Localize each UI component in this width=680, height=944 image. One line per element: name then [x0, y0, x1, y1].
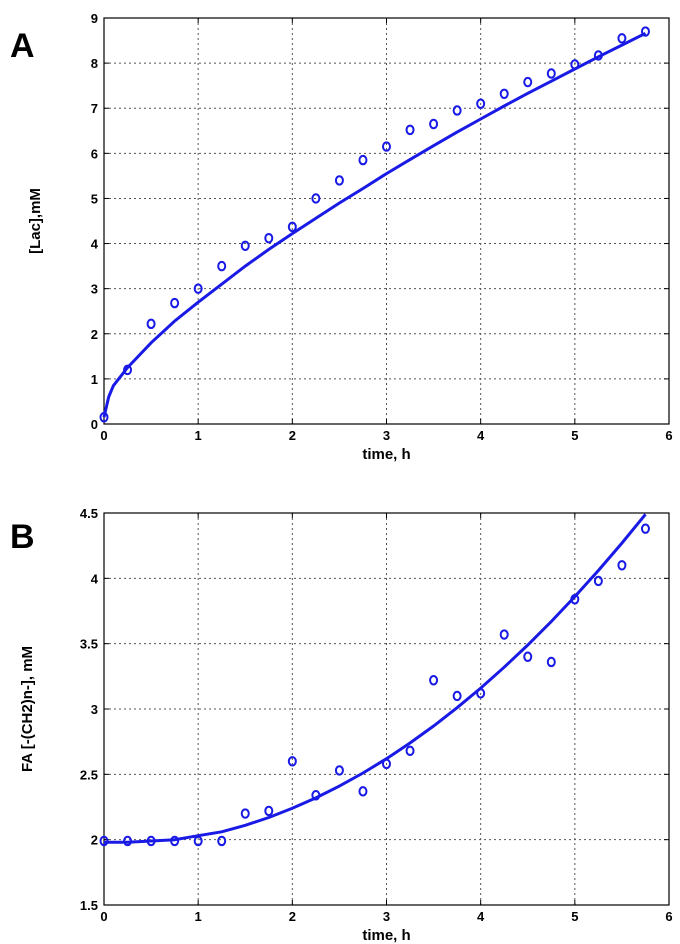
x-tick-label: 1: [195, 909, 202, 924]
y-tick-label: 4.5: [80, 506, 98, 521]
data-point: [287, 756, 297, 767]
data-point: [452, 105, 462, 116]
y-tick-label: 3: [91, 702, 98, 717]
data-point: [382, 141, 391, 152]
x-axis-label: time, h: [362, 927, 410, 944]
data-point: [546, 656, 556, 668]
data-point: [452, 690, 462, 702]
y-axis-label: [Lac],mM: [27, 188, 44, 254]
x-tick-label: 0: [100, 428, 107, 443]
data-point: [240, 808, 250, 819]
y-tick-label: 7: [91, 101, 98, 116]
data-point: [334, 765, 344, 776]
data-point: [170, 297, 180, 309]
panel-letter: B: [10, 518, 35, 556]
x-tick-label: 5: [571, 428, 578, 443]
data-point: [264, 232, 274, 244]
data-point: [429, 118, 439, 130]
data-point: [217, 260, 227, 272]
y-tick-label: 4: [91, 237, 99, 252]
plot-frame: [103, 17, 670, 425]
y-tick-label: 2: [91, 327, 98, 342]
y-tick-label: 1: [91, 372, 98, 387]
y-tick-label: 1.5: [80, 898, 98, 913]
data-point: [617, 33, 627, 44]
data-point: [193, 283, 203, 294]
x-tick-label: 2: [289, 428, 296, 443]
y-tick-label: 3: [91, 282, 98, 297]
data-point: [405, 124, 415, 136]
panel-letter: A: [10, 27, 35, 65]
fit-curve: [104, 513, 647, 844]
data-point: [523, 651, 533, 662]
chart-panel-b: B 0 1 2 3 4 5 6 1.5 2 2.5 3 3.5 4 4.5 time, h FA [-(CH2)…: [10, 506, 673, 944]
data-point: [499, 88, 509, 99]
x-tick-label: 3: [383, 428, 390, 443]
y-tick-label: 3.5: [80, 637, 98, 652]
y-tick-label: 8: [91, 56, 98, 71]
fit-curve: [102, 31, 647, 418]
data-point: [264, 805, 274, 817]
y-tick-label: 6: [91, 146, 98, 161]
y-tick-label: 2.5: [80, 767, 98, 782]
y-tick-label: 2: [91, 833, 98, 848]
x-axis-label: time, h: [362, 446, 410, 463]
data-point: [405, 745, 415, 757]
x-tick-label: 6: [665, 428, 672, 443]
data-point: [358, 154, 368, 166]
data-point: [593, 575, 603, 587]
data-point: [429, 675, 439, 686]
x-tick-label: 4: [477, 909, 485, 924]
data-point: [476, 98, 486, 109]
x-tick-label: 6: [665, 909, 672, 924]
data-point: [287, 221, 297, 233]
x-tick-label: 1: [195, 428, 202, 443]
data-point: [523, 76, 533, 88]
x-tick-label: 3: [383, 909, 390, 924]
x-tick-label: 5: [571, 909, 578, 924]
data-point: [499, 629, 509, 640]
data-point: [311, 193, 321, 204]
x-tick-label: 2: [289, 909, 296, 924]
y-tick-label: 9: [91, 11, 98, 26]
x-tick-label: 0: [100, 909, 107, 924]
y-tick-label: 0: [91, 417, 98, 432]
data-point: [358, 786, 368, 797]
data-point: [617, 560, 627, 571]
y-tick-label: 4: [91, 571, 99, 586]
x-tick-label: 4: [477, 428, 485, 443]
data-point: [334, 175, 344, 186]
data-point: [546, 68, 556, 79]
plot-frame: [103, 512, 670, 906]
chart-panel-a: A 0 1 2 3 4 5 6 0 1 2 3 4 5 6 7 8 9 time, h [Lac],mM: [10, 11, 673, 463]
data-point: [240, 240, 250, 252]
data-point: [640, 26, 650, 37]
data-point: [640, 523, 650, 534]
data-point: [146, 318, 156, 330]
y-axis-label: FA [-(CH2)n-], mM: [19, 646, 36, 772]
data-point: [217, 835, 227, 847]
y-tick-label: 5: [91, 191, 98, 206]
